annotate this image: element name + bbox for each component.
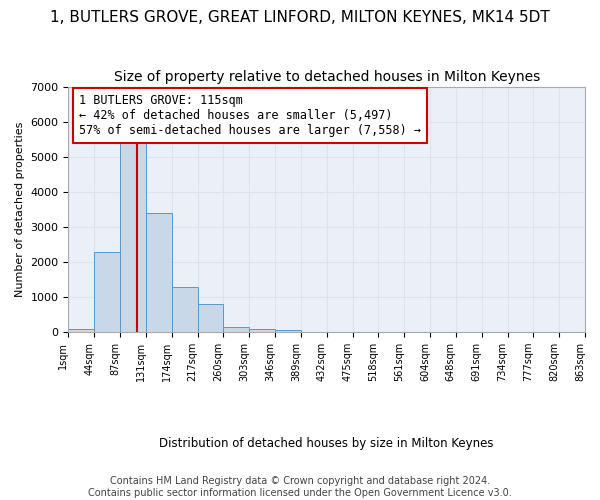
X-axis label: Distribution of detached houses by size in Milton Keynes: Distribution of detached houses by size … [160,437,494,450]
Bar [197,304,223,332]
Bar [68,328,94,332]
Y-axis label: Number of detached properties: Number of detached properties [15,122,25,297]
Text: 1 BUTLERS GROVE: 115sqm
← 42% of detached houses are smaller (5,497)
57% of semi: 1 BUTLERS GROVE: 115sqm ← 42% of detache… [79,94,421,137]
Text: 1, BUTLERS GROVE, GREAT LINFORD, MILTON KEYNES, MK14 5DT: 1, BUTLERS GROVE, GREAT LINFORD, MILTON … [50,10,550,25]
Bar [94,252,120,332]
Bar [275,330,301,332]
Text: Contains HM Land Registry data © Crown copyright and database right 2024.
Contai: Contains HM Land Registry data © Crown c… [88,476,512,498]
Bar [120,142,146,332]
Bar [223,327,249,332]
Title: Size of property relative to detached houses in Milton Keynes: Size of property relative to detached ho… [113,70,540,84]
Bar [249,328,275,332]
Bar [146,213,172,332]
Bar [172,286,197,332]
